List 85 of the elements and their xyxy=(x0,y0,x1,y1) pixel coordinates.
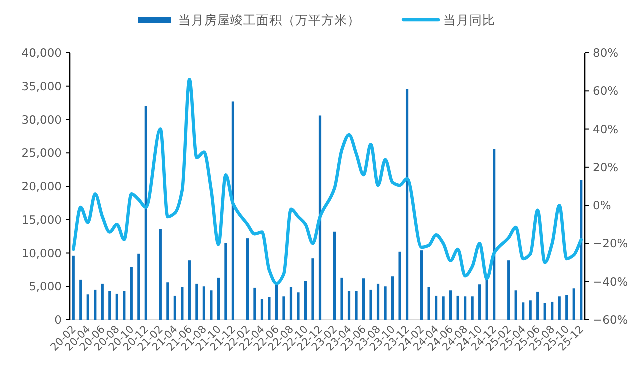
y-tick-label: 30,000 xyxy=(22,112,62,127)
y-tick-label: 25,000 xyxy=(22,146,62,160)
y2-tick-label: 80% xyxy=(593,46,619,60)
bar xyxy=(529,300,532,320)
bar xyxy=(508,260,510,320)
bar xyxy=(108,291,112,320)
bar xyxy=(159,229,162,320)
bar xyxy=(340,278,344,320)
bar xyxy=(456,296,460,320)
bar xyxy=(362,278,366,320)
bar xyxy=(572,288,576,320)
bar xyxy=(478,284,482,320)
bar xyxy=(304,281,308,320)
bar xyxy=(391,276,394,320)
y2-tick-label: −40% xyxy=(593,274,628,289)
legend-label: 当月同比 xyxy=(444,12,496,28)
bar xyxy=(138,254,140,320)
bar xyxy=(348,291,351,320)
y-tick-label: 15,000 xyxy=(22,212,62,227)
bar xyxy=(376,284,380,320)
bar xyxy=(370,290,372,320)
y-tick-label: 20,000 xyxy=(22,180,62,194)
bar xyxy=(428,287,430,320)
bar xyxy=(558,296,561,320)
bar xyxy=(566,295,568,320)
bar xyxy=(232,102,235,320)
bar xyxy=(551,302,554,320)
bar xyxy=(116,294,118,320)
bar xyxy=(196,284,198,320)
bar xyxy=(522,302,525,320)
bar xyxy=(86,294,90,320)
y2-tick-label: −60% xyxy=(593,313,628,327)
bar xyxy=(94,290,97,320)
bar xyxy=(246,238,250,320)
bar xyxy=(450,290,452,320)
bar xyxy=(123,291,126,320)
bar xyxy=(224,243,228,320)
bar xyxy=(254,288,256,320)
y-tick-label: 40,000 xyxy=(22,46,62,60)
bar xyxy=(217,278,220,320)
bar xyxy=(202,286,206,320)
legend-label: 当月房屋竣工面积（万平方米） xyxy=(178,12,360,28)
bar xyxy=(464,296,467,320)
bar xyxy=(260,299,264,320)
bar xyxy=(174,296,176,320)
bar xyxy=(355,291,358,320)
y-tick-label: 5,000 xyxy=(29,280,62,294)
bar xyxy=(166,282,170,320)
bar xyxy=(333,232,336,320)
bar xyxy=(144,106,148,320)
bar xyxy=(536,292,540,320)
bar xyxy=(420,250,424,320)
bar xyxy=(398,252,402,320)
bar xyxy=(188,260,191,320)
bar xyxy=(514,290,518,320)
y-tick-label: 0 xyxy=(54,313,62,327)
bar xyxy=(486,279,488,320)
bar xyxy=(471,296,474,320)
bar xyxy=(181,287,184,320)
bar xyxy=(493,149,496,320)
bar xyxy=(130,267,133,320)
bar xyxy=(297,292,300,320)
bar xyxy=(282,296,286,320)
bar xyxy=(544,303,546,320)
bar xyxy=(318,116,322,320)
bar xyxy=(80,280,82,320)
y2-tick-label: 20% xyxy=(593,160,619,174)
y2-tick-label: 0% xyxy=(593,198,612,213)
y-tick-label: 10,000 xyxy=(22,246,62,260)
bar xyxy=(101,284,104,320)
bar xyxy=(442,296,445,320)
bar xyxy=(435,296,438,320)
bar xyxy=(275,283,278,320)
bar xyxy=(210,290,213,320)
y2-tick-label: −20% xyxy=(593,236,628,251)
y2-tick-label: 60% xyxy=(593,84,619,98)
bar xyxy=(268,297,271,320)
y-tick-label: 35,000 xyxy=(22,79,62,94)
bar xyxy=(72,256,75,320)
bar xyxy=(312,258,314,320)
bar xyxy=(384,286,387,320)
bar xyxy=(580,180,583,320)
bar xyxy=(290,287,293,320)
y2-tick-label: 40% xyxy=(593,122,619,136)
bar xyxy=(406,89,409,320)
